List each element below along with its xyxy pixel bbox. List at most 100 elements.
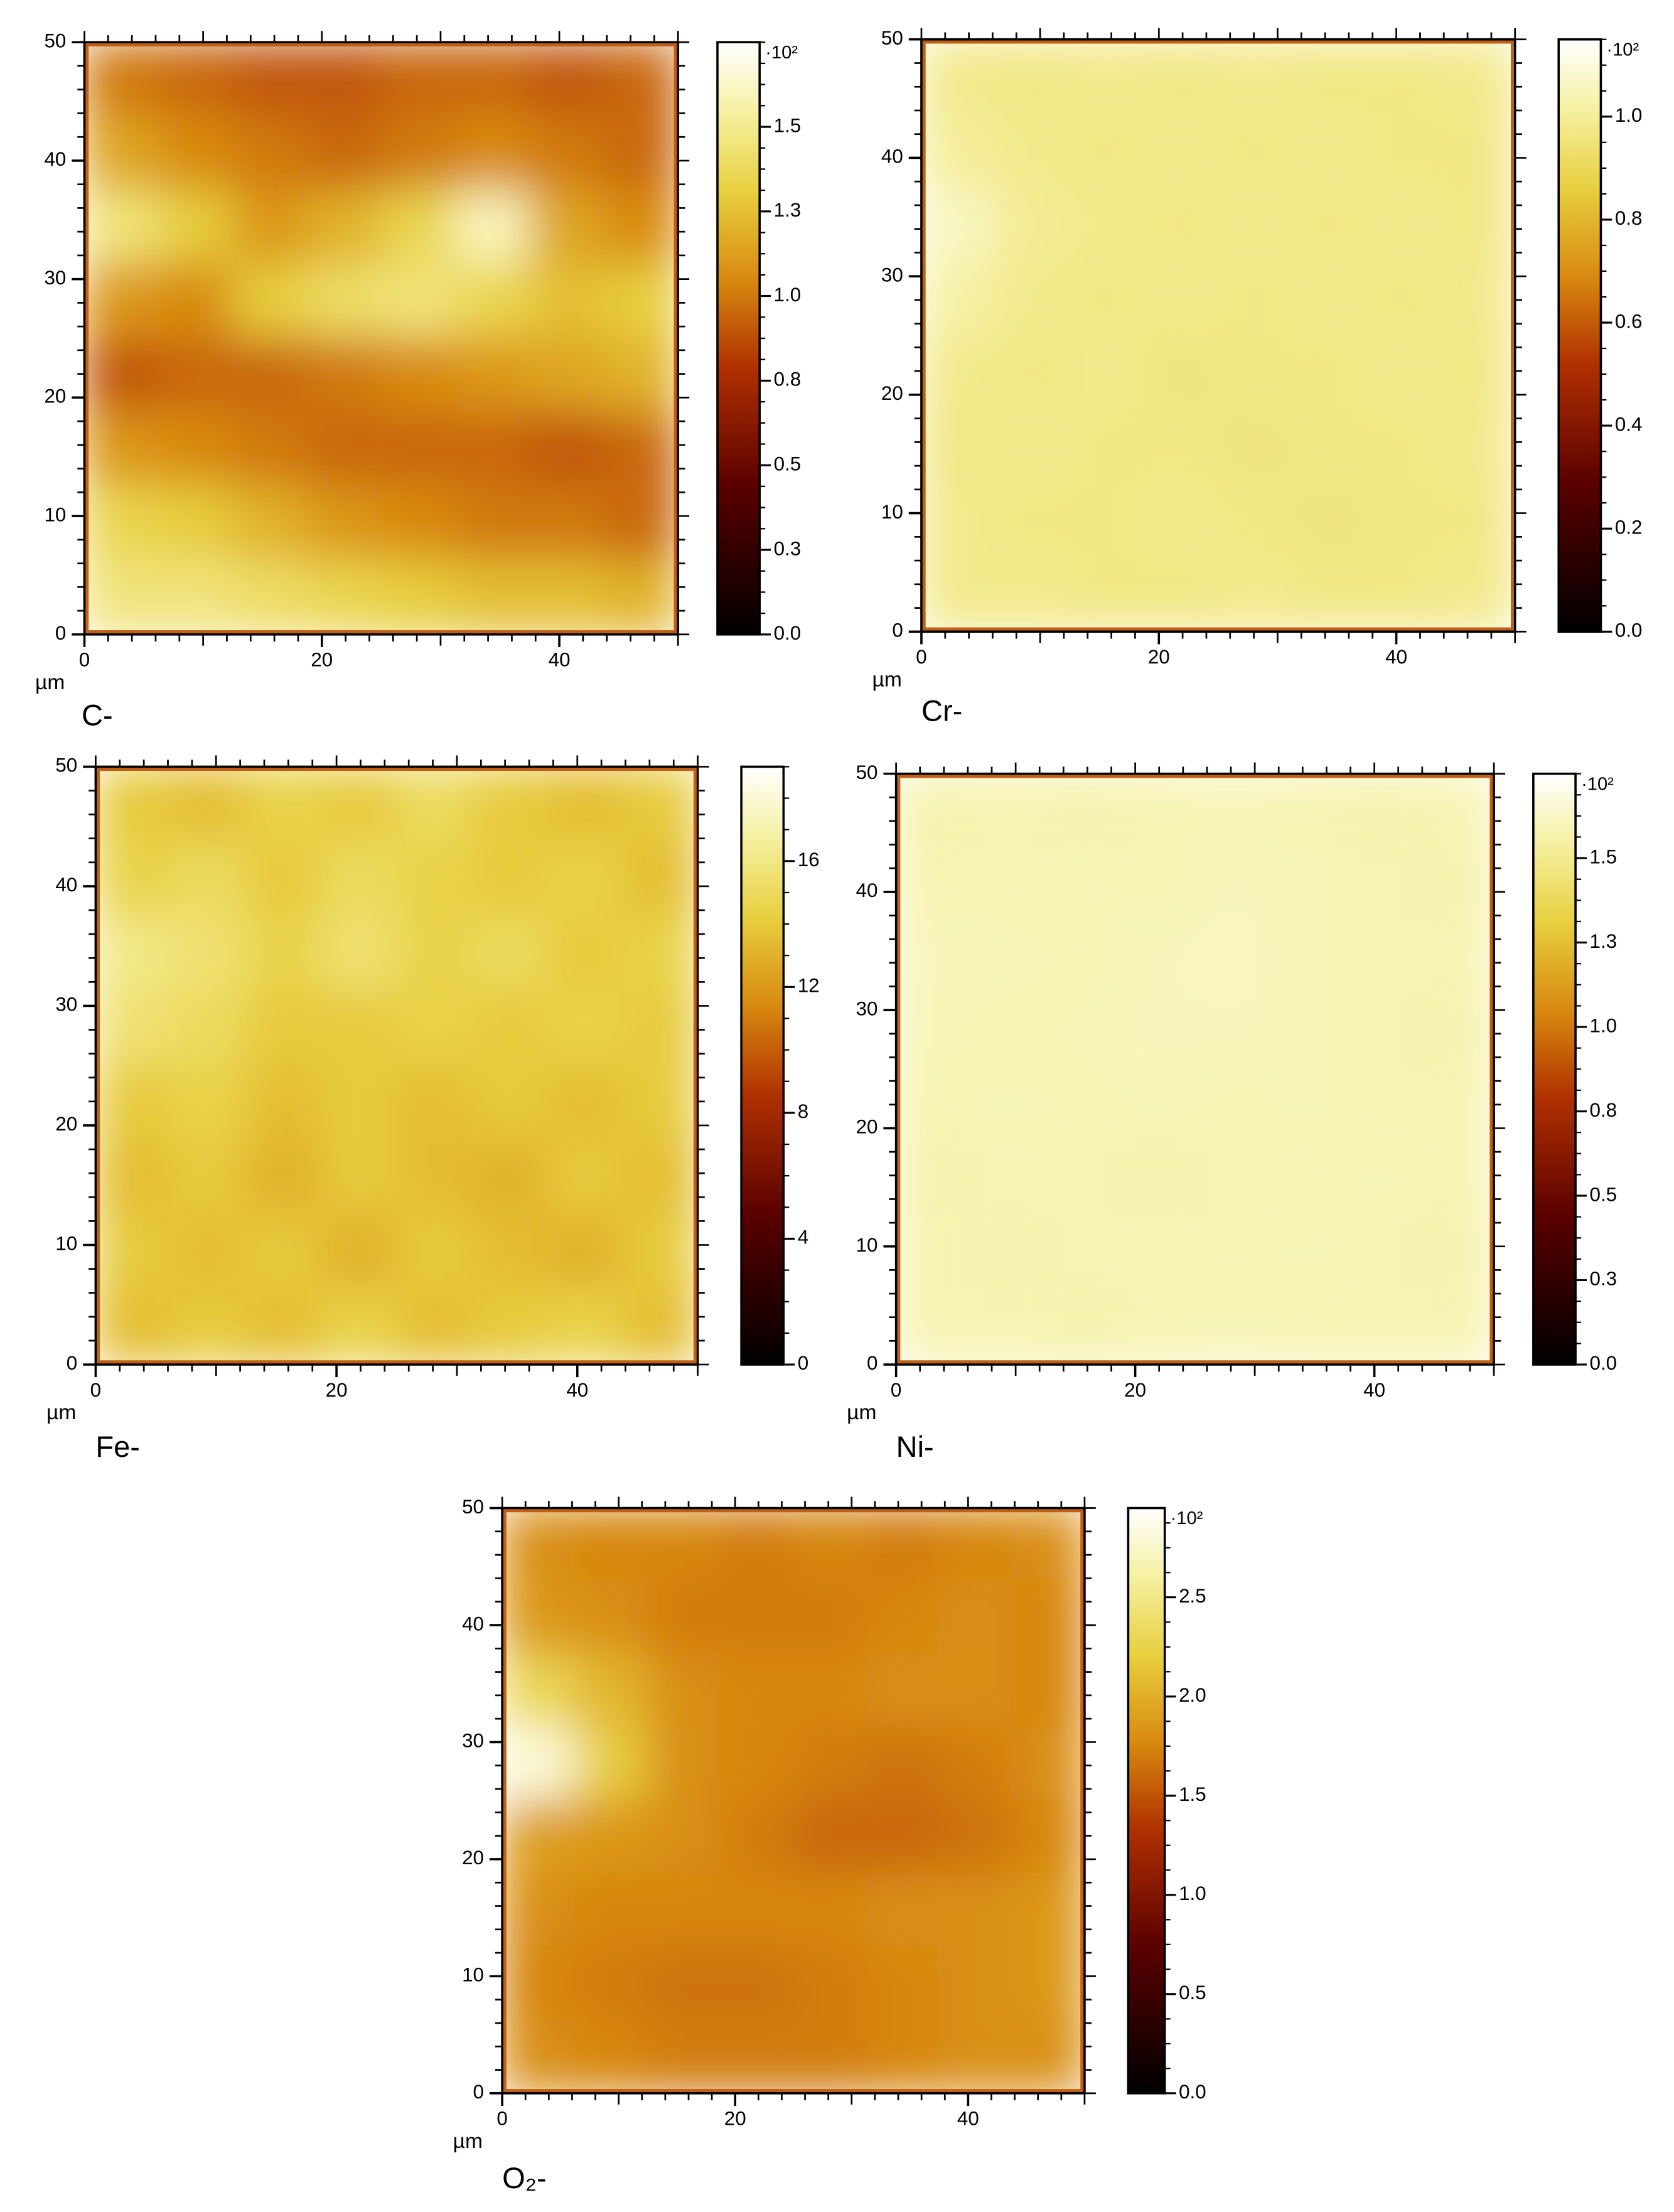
heat-cell: [574, 1946, 649, 2021]
heat-cell: [546, 1214, 623, 1291]
map: [502, 1508, 1085, 2093]
colorbar-tick-label: 1.3: [1590, 930, 1618, 952]
heat-cell: [865, 1653, 940, 1729]
heat-cell: [380, 485, 456, 561]
heat-cell: [158, 337, 234, 414]
heat-cell: [719, 1727, 795, 1801]
heat-cell: [647, 1800, 722, 1875]
heat-cell: [471, 915, 548, 992]
colorbar-multiplier: ·10²: [1606, 40, 1639, 60]
heat-cell: [502, 1946, 576, 2021]
heat-cell: [896, 1290, 972, 1365]
x-tick-label: 40: [1363, 1379, 1385, 1401]
heat-cell: [320, 766, 398, 842]
heat-cell: [546, 840, 623, 917]
axis-unit: µm: [847, 1401, 876, 1424]
heat-cell: [320, 1214, 398, 1291]
heat-cell: [1269, 773, 1346, 849]
heat-cell: [170, 1065, 247, 1141]
x-tick-label: 0: [916, 646, 926, 668]
heat-cell: [170, 1289, 247, 1365]
heat-cell: [792, 2019, 867, 2093]
heat-cell: [1440, 409, 1515, 485]
heat-cell: [245, 990, 323, 1066]
heat-cell: [1143, 112, 1219, 188]
heat-cell: [320, 1065, 398, 1141]
heat-cell: [1217, 260, 1294, 336]
colorbar-multiplier: ·10²: [765, 43, 798, 63]
heat-cell: [1440, 557, 1515, 632]
heat-cell: [170, 840, 247, 917]
x-tick-label: 20: [724, 2108, 746, 2130]
heat-cell: [502, 1873, 576, 1948]
heat-cell: [970, 920, 1046, 996]
panel-title: Cr-: [921, 694, 962, 727]
y-tick-label: 50: [44, 30, 66, 52]
heat-cell: [1069, 335, 1145, 411]
heat-cell: [1194, 847, 1271, 923]
colorbar-tick-label: 1.0: [1179, 1882, 1206, 1904]
heat-cell: [320, 1289, 398, 1365]
heat-cell: [95, 766, 172, 842]
heat-cell: [454, 485, 530, 561]
colorbar-tick-label: 0.5: [1179, 1982, 1206, 2004]
heat-cell: [647, 2019, 722, 2093]
heat-cell: [1343, 1068, 1420, 1144]
heat-cell: [647, 1727, 722, 1801]
map-edge: [84, 42, 679, 635]
y-tick-label: 30: [462, 1730, 484, 1752]
x-tick-label: 0: [79, 649, 90, 671]
heat-cell: [1194, 773, 1271, 849]
heat-cell: [232, 559, 308, 635]
heat-cell: [1343, 920, 1420, 996]
heat-cell: [306, 485, 382, 561]
heat-cell: [647, 1508, 722, 1582]
y-tick-label: 10: [55, 1233, 77, 1255]
heat-cell: [970, 847, 1046, 923]
heat-cell: [1143, 483, 1219, 559]
heat-cell: [306, 559, 382, 635]
heat-cell: [1291, 557, 1368, 632]
heat-cell: [95, 840, 172, 917]
heat-cell: [395, 1214, 473, 1291]
y-tick-label: 30: [856, 997, 878, 1019]
y-tick-label: 0: [55, 622, 66, 644]
heat-cell: [1119, 1142, 1196, 1218]
colorbar-tick-label: 0.5: [774, 453, 802, 475]
x-tick-label: 20: [1148, 646, 1170, 668]
y-tick-label: 20: [44, 385, 66, 407]
heat-cell: [320, 915, 398, 992]
heat-cell: [84, 559, 159, 635]
colorbar: [740, 765, 785, 1366]
heat-cell: [84, 115, 159, 191]
heat-cell: [502, 1653, 576, 1729]
heat-cell: [528, 42, 605, 117]
heat-cell: [84, 42, 159, 117]
heat-cell: [603, 189, 679, 266]
x-tick-label: 20: [311, 649, 333, 671]
y-tick-label: 30: [55, 994, 77, 1016]
heat-cell: [1119, 847, 1196, 923]
heat-cell: [621, 840, 698, 917]
heat-cell: [970, 1142, 1046, 1218]
heat-cell: [1418, 847, 1494, 923]
axis-unit: µm: [872, 668, 902, 692]
heat-cell: [1044, 920, 1121, 996]
heat-cell: [1291, 260, 1368, 336]
heat-cell: [84, 485, 159, 561]
axis-unit: µm: [46, 1401, 76, 1424]
heat-cell: [1143, 409, 1219, 485]
panel-title: Ni-: [896, 1430, 934, 1463]
colorbar-tick-label: 0.6: [1615, 310, 1643, 332]
heat-cell: [528, 337, 605, 414]
heat-cell: [1011, 1653, 1085, 1729]
heat-cell: [896, 1142, 972, 1218]
panel: 0 20 40 0 10 20 30 40 50 µm Fe- 0 4 8 12 16: [46, 754, 820, 1463]
heat-cell: [1044, 847, 1121, 923]
heat-cell: [970, 1068, 1046, 1144]
heat-cell: [454, 559, 530, 635]
heat-cell: [1418, 920, 1494, 996]
heat-cell: [1044, 1068, 1121, 1144]
heat-cell: [896, 994, 972, 1070]
